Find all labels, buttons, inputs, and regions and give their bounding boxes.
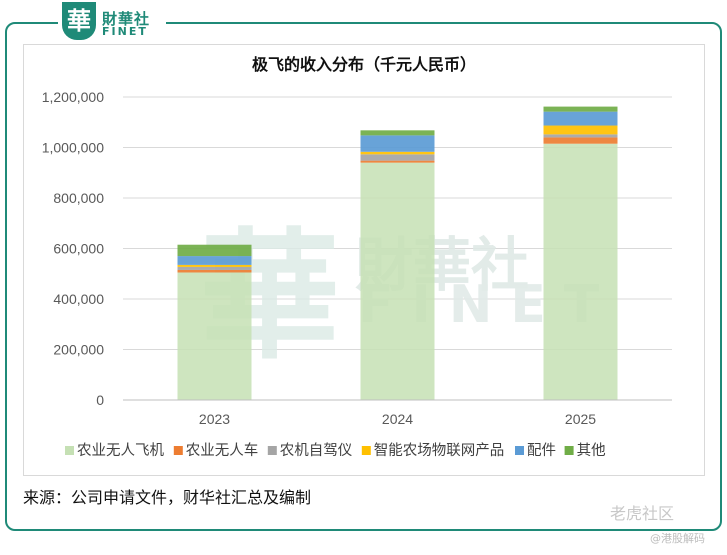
x-tick-label: 2023 (199, 411, 230, 427)
legend-swatch (65, 446, 74, 455)
bar-segment (177, 264, 252, 267)
logo-glyph: 華 (67, 6, 91, 35)
logo-badge: 華 (62, 2, 96, 40)
logo-english-name: FINET (102, 25, 148, 38)
legend-swatch (267, 446, 277, 455)
legend-label: 智能农场物联网产品 (374, 442, 505, 459)
y-tick-label: 600,000 (53, 241, 104, 257)
bar-segment (177, 272, 252, 400)
x-tick-label: 2025 (565, 411, 596, 427)
legend-label: 农业无人飞机 (77, 442, 164, 459)
bar-segment (360, 162, 435, 400)
legend-swatch (361, 446, 371, 455)
user-watermark: @港股解码 (650, 532, 705, 545)
y-tick-label: 1,200,000 (42, 89, 104, 105)
bar-segment (177, 256, 252, 265)
bar-segment (543, 134, 618, 138)
bar-segment (543, 137, 618, 144)
bar-segment (543, 106, 618, 112)
bar-segment (177, 244, 252, 257)
bar-segment (177, 266, 252, 270)
bar-segment (543, 125, 618, 135)
legend-swatch (515, 446, 524, 455)
bar-segment (360, 160, 435, 163)
y-tick-label: 400,000 (53, 291, 104, 307)
logo-chinese-name: 財華社 (102, 10, 151, 28)
legend-label: 配件 (527, 442, 556, 459)
bar-segment (543, 111, 618, 126)
legend-swatch (173, 446, 183, 455)
bar-segment (360, 151, 435, 155)
chart-title: 极飞的收入分布（千元人民币） (251, 55, 476, 74)
bar-segment (543, 143, 618, 400)
y-tick-label: 800,000 (53, 190, 104, 206)
legend-label: 农机自驾仪 (280, 442, 353, 459)
finet-logo: 華 財華社 FINET (58, 2, 166, 40)
y-tick-label: 0 (96, 392, 104, 408)
y-tick-label: 200,000 (53, 342, 104, 358)
legend-label: 其他 (577, 442, 606, 459)
x-tick-label: 2024 (382, 411, 413, 427)
bar-segment (360, 154, 435, 161)
source-note: 来源：公司申请文件，财华社汇总及编制 (23, 488, 312, 507)
y-tick-label: 1,000,000 (42, 140, 104, 156)
legend-label: 农业无人车 (186, 442, 258, 459)
bar-segment (360, 130, 435, 136)
legend-swatch (564, 446, 574, 455)
site-watermark: 老虎社区 (610, 504, 675, 523)
bar-segment (360, 135, 435, 152)
bar-segment (177, 269, 252, 273)
